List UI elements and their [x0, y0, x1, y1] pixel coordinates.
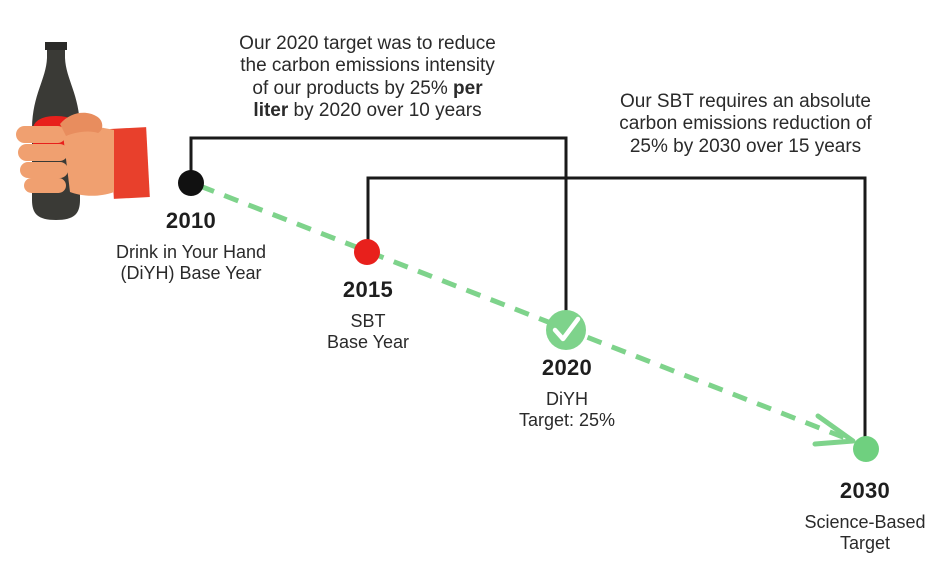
- milestone-sub1: DiYH: [545, 388, 588, 409]
- callout-sbt-target: Our SBT requires an absolute carbon emis…: [568, 91, 923, 158]
- dot-2030: [853, 436, 879, 462]
- callout-2020-line2: the carbon emissions intensity: [240, 55, 495, 77]
- bracket-2010-2020: [189, 136, 568, 330]
- callout-2020-target: Our 2020 target was to reduce the carbon…: [190, 33, 545, 123]
- bracket-2015-2030: [366, 176, 867, 448]
- milestone-sub2: Base Year: [326, 332, 410, 353]
- dot-2010: [178, 170, 204, 196]
- callout-2020-line4: liter by 2020 over 10 years: [190, 100, 545, 122]
- callout-sbt-line3: 25% by 2030 over 15 years: [629, 135, 862, 157]
- milestone-sub2: Target: [839, 533, 891, 554]
- milestone-year: 2010: [165, 208, 217, 233]
- callout-2020-line3-pre: of our products by 25%: [252, 77, 454, 99]
- milestone-2015: 2015 SBT Base Year: [298, 277, 438, 353]
- checkmark-icon: [552, 316, 581, 342]
- milestone-sub1: Science-Based: [804, 511, 926, 532]
- callout-2020-line4-post: by 2020 over 10 years: [288, 100, 482, 122]
- callout-sbt-line2: carbon emissions reduction of: [619, 113, 872, 135]
- milestone-sub1: Drink in Your Hand: [115, 241, 267, 262]
- milestone-year: 2015: [342, 277, 394, 302]
- callout-2020-line3-bold: per: [453, 77, 483, 99]
- arrow-head-icon: [812, 413, 856, 447]
- milestone-2020: 2020 DiYH Target: 25%: [492, 355, 642, 431]
- milestone-year: 2030: [839, 478, 891, 503]
- callout-2020-line4-bold: liter: [253, 100, 289, 122]
- milestone-sub2: (DiYH) Base Year: [120, 263, 262, 284]
- milestone-2010: 2010 Drink in Your Hand (DiYH) Base Year: [80, 208, 302, 284]
- dot-2015: [354, 239, 380, 265]
- milestone-sub2: Target: 25%: [518, 410, 616, 431]
- callout-2020-line3: of our products by 25% per: [190, 78, 545, 100]
- milestone-2030: 2030 Science-Based Target: [782, 478, 948, 554]
- milestone-year: 2020: [541, 355, 593, 380]
- callout-sbt-line1: Our SBT requires an absolute: [619, 91, 871, 112]
- callout-2020-line1: Our 2020 target was to reduce: [239, 33, 496, 54]
- bottle-in-hand-icon: [16, 42, 150, 220]
- trend-dashed-line: [199, 183, 854, 444]
- milestone-sub1: SBT: [350, 310, 386, 331]
- dot-2020: [546, 310, 586, 350]
